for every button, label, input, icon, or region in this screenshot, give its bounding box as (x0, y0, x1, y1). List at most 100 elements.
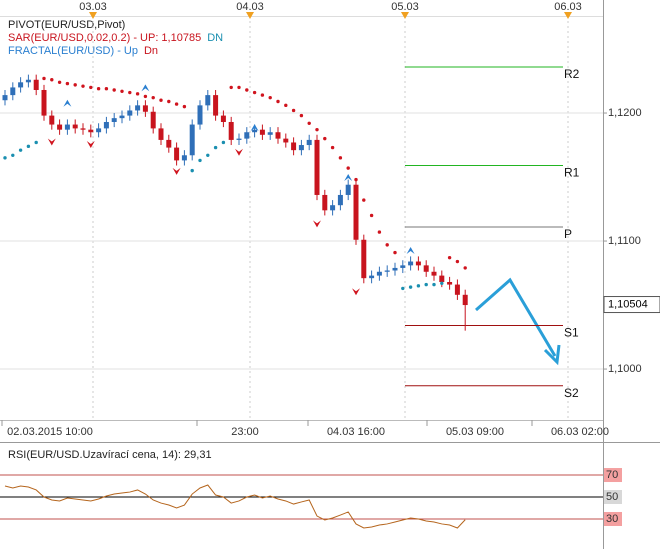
candle-body (298, 145, 304, 151)
sar-dot (89, 85, 93, 90)
candle-body (337, 194, 343, 206)
candle-body (267, 132, 273, 135)
sar-dot (128, 90, 132, 95)
candle-body (103, 121, 109, 129)
fractal-down (235, 148, 243, 156)
sar-dot (369, 213, 374, 218)
candle-body (158, 128, 164, 140)
sar-dot (432, 282, 436, 287)
sar-dot (393, 250, 397, 255)
candle-body (353, 184, 359, 240)
candle-body (33, 79, 39, 90)
sar-dot (151, 95, 155, 100)
sar-dot (455, 259, 460, 264)
top-date-label: 04.03 (236, 1, 264, 13)
candle-body (275, 132, 281, 139)
candle-body (259, 129, 265, 135)
sar-dot (34, 140, 38, 145)
candle-body (197, 105, 203, 125)
candle-body (462, 294, 468, 306)
y-tick-label: 1,1100 (608, 235, 641, 247)
candle-body (57, 124, 63, 130)
forecast-arrow (475, 277, 557, 357)
sar-dot (182, 104, 187, 109)
pivot-label: R2 (564, 67, 580, 81)
pivot-label: R1 (564, 166, 580, 180)
sar-dot (167, 99, 171, 104)
sar-dot (291, 108, 296, 113)
date-marker (401, 12, 409, 19)
candle-body (80, 128, 86, 130)
candle-body (41, 89, 47, 116)
rsi-level-box (604, 511, 622, 526)
sar-dot (159, 98, 163, 102)
sar-dot (206, 153, 210, 157)
forecast-arrowhead (543, 344, 561, 366)
candle-body (369, 275, 375, 279)
sar-dot (143, 94, 148, 99)
sar-dot (81, 84, 85, 88)
sar-dot (221, 140, 226, 145)
fractal-down (86, 141, 95, 149)
sar-dot (42, 76, 46, 81)
candle-body (72, 124, 78, 129)
time-label: 04.03 16:00 (327, 426, 385, 438)
time-label: 02.03.2015 10:00 (7, 426, 93, 438)
candle-body (189, 124, 195, 156)
sar-dot (424, 282, 428, 287)
fractal-down (172, 167, 181, 175)
candle-body (447, 282, 453, 285)
candle-body (376, 271, 382, 276)
candle-body (423, 265, 429, 272)
rsi-tick-label: 30 (606, 513, 618, 525)
sar-dot (416, 284, 421, 288)
fractal-legend: FRACTAL(EUR/USD) - Up Dn (8, 45, 158, 57)
candle-body (96, 128, 102, 133)
candle-body (415, 261, 421, 266)
sar-dot (338, 156, 343, 160)
candle-body (384, 270, 390, 272)
candle-body (400, 265, 406, 268)
sar-dot (112, 88, 116, 92)
sar-dot (408, 285, 413, 289)
candle-body (10, 87, 16, 96)
sar-dot (11, 153, 15, 157)
candle-body (236, 138, 242, 140)
candle-body (408, 261, 414, 266)
candle-body (439, 275, 445, 283)
candle-body (111, 118, 117, 122)
sar-dot (237, 85, 241, 90)
pivot-label: S1 (564, 326, 579, 340)
sar-dot (315, 127, 319, 132)
candle-body (2, 95, 8, 101)
candle-body (228, 121, 234, 140)
sar-dot (135, 92, 140, 96)
sar-dot (3, 156, 7, 160)
last-price-label: 1,10504 (608, 298, 648, 310)
candle-body (283, 138, 289, 143)
candle-body (330, 205, 336, 211)
sar-dot (440, 281, 444, 285)
top-date-label: 06.03 (554, 1, 582, 13)
fractal-down (47, 138, 56, 146)
candle-body (142, 105, 148, 112)
rsi-tick-label: 70 (606, 469, 618, 481)
candle-body (454, 284, 460, 295)
top-date-label: 03.03 (79, 1, 107, 13)
fractal-up (63, 99, 72, 107)
sar-dot (463, 266, 467, 270)
candle-body (181, 155, 187, 161)
candle-body (431, 271, 437, 276)
sar-dot (104, 87, 109, 91)
sar-dot (18, 148, 23, 152)
fractal-legend-dn: Dn (144, 45, 158, 57)
sar-dot (198, 158, 202, 163)
pivot-label: P (564, 227, 572, 241)
sar-dot (447, 255, 452, 260)
fractal-legend-text: FRACTAL(EUR/USD) - Up (8, 45, 138, 57)
last-price-box (603, 296, 660, 314)
date-marker (564, 12, 572, 19)
top-date-label: 05.03 (391, 1, 419, 13)
sar-legend: SAR(EUR/USD,0.02,0.2) - UP: 1,10785 DN (8, 32, 223, 44)
